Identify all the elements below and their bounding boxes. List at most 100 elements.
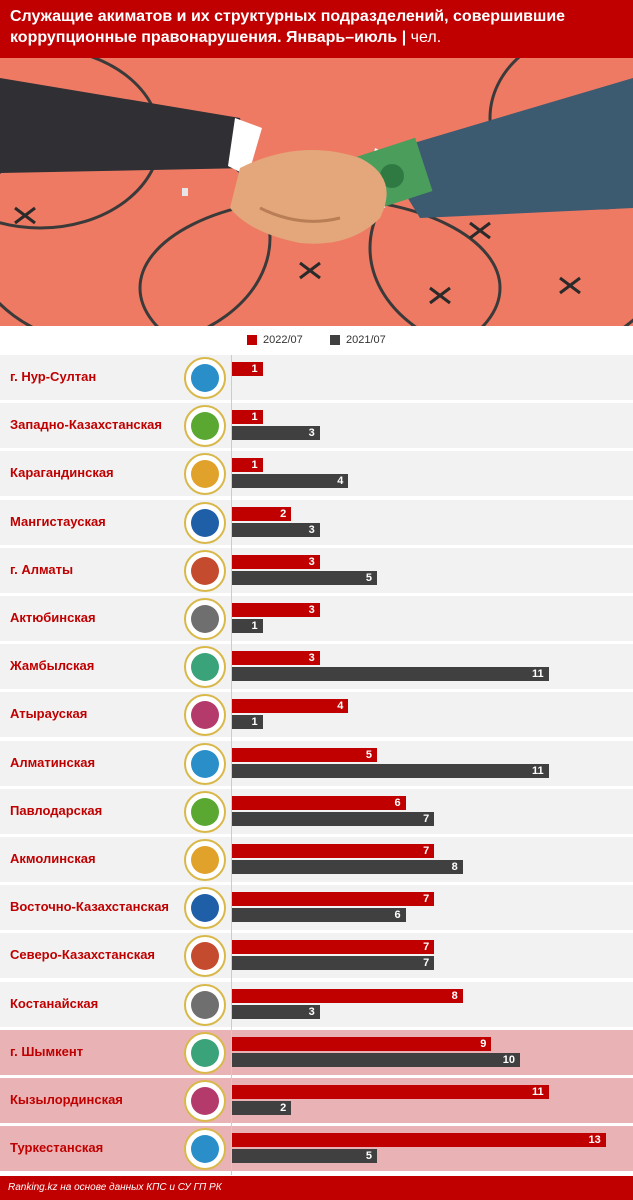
emblem-center <box>191 894 219 922</box>
chart-row: Кызылординская 11 2 <box>0 1078 633 1123</box>
category-label: Жамбылская <box>10 658 95 673</box>
emblem-center <box>191 1087 219 1115</box>
region-emblem-icon <box>184 887 226 929</box>
region-emblem-icon <box>184 1080 226 1122</box>
emblem-center <box>191 557 219 585</box>
bar-2022: 5 <box>232 748 377 762</box>
bar-value-label: 2 <box>280 508 287 520</box>
bar-2022: 2 <box>232 507 292 521</box>
region-emblem-icon <box>184 646 226 688</box>
bar-2021: 11 <box>232 667 549 681</box>
bar-value-label: 7 <box>423 813 430 825</box>
chart-row: Северо-Казахстанская 7 7 <box>0 933 633 978</box>
bar-value-label: 5 <box>365 572 372 584</box>
bar-2022: 6 <box>232 796 406 810</box>
bar-2021: 1 <box>232 715 263 729</box>
bar-value-label: 3 <box>308 524 315 536</box>
bar-2021: 8 <box>232 860 463 874</box>
hero-illustration <box>0 58 633 326</box>
chart-row: г. Алматы 3 5 <box>0 548 633 593</box>
bar-2022: 1 <box>232 362 263 376</box>
region-emblem-icon <box>184 1032 226 1074</box>
category-label: Западно-Казахстанская <box>10 417 162 432</box>
legend-item-2021: 2021/07 <box>330 334 386 346</box>
category-label: Атырауская <box>10 706 88 721</box>
chart-row: Атырауская 4 1 <box>0 692 633 737</box>
region-emblem-icon <box>184 550 226 592</box>
bar-value-label: 5 <box>365 1150 372 1162</box>
category-label: Костанайская <box>10 996 99 1011</box>
bar-value-label: 8 <box>451 990 458 1002</box>
emblem-center <box>191 798 219 826</box>
bar-value-label: 13 <box>588 1134 601 1146</box>
bar-value-label: 11 <box>531 1086 544 1098</box>
bar-2021: 4 <box>232 474 349 488</box>
bar-2021: 11 <box>232 764 549 778</box>
emblem-center <box>191 364 219 392</box>
emblem-center <box>191 942 219 970</box>
bar-2021: 7 <box>232 956 435 970</box>
bar-value-label: 7 <box>423 845 430 857</box>
bar-value-label: 4 <box>337 700 344 712</box>
chart-row: Актюбинская 3 1 <box>0 596 633 641</box>
bar-2021: 10 <box>232 1053 520 1067</box>
bar-value-label: 3 <box>308 604 315 616</box>
region-emblem-icon <box>184 453 226 495</box>
category-label: Карагандинская <box>10 465 114 480</box>
bar-2022: 11 <box>232 1085 549 1099</box>
chart-row: Мангистауская 2 3 <box>0 500 633 545</box>
region-emblem-icon <box>184 839 226 881</box>
chart-row: Западно-Казахстанская 1 3 <box>0 403 633 448</box>
category-label: Мангистауская <box>10 514 106 529</box>
emblem-center <box>191 750 219 778</box>
category-label: Кызылординская <box>10 1092 123 1107</box>
bar-axis-line <box>231 355 232 1175</box>
emblem-center <box>191 1135 219 1163</box>
title-separator: | <box>401 29 407 46</box>
chart-row: г. Нур-Султан 1 <box>0 355 633 400</box>
bar-2022: 8 <box>232 989 463 1003</box>
bar-value-label: 1 <box>251 459 258 471</box>
emblem-center <box>191 846 219 874</box>
bar-2021: 5 <box>232 1149 377 1163</box>
legend-label-2022: 2022/07 <box>263 334 303 346</box>
region-emblem-icon <box>184 984 226 1026</box>
bar-value-label: 2 <box>280 1102 287 1114</box>
bar-value-label: 3 <box>308 1006 315 1018</box>
category-label: Акмолинская <box>10 851 96 866</box>
category-label: г. Шымкент <box>10 1044 84 1059</box>
footer-bar: Ranking.kz на основе данных КПС и СУ ГП … <box>0 1176 633 1200</box>
bar-2021: 7 <box>232 812 435 826</box>
region-emblem-icon <box>184 502 226 544</box>
category-label: Павлодарская <box>10 803 103 818</box>
bar-value-label: 7 <box>423 957 430 969</box>
bar-value-label: 1 <box>251 620 258 632</box>
emblem-center <box>191 1039 219 1067</box>
bar-value-label: 3 <box>308 556 315 568</box>
region-emblem-icon <box>184 1128 226 1170</box>
chart-row: Павлодарская 6 7 <box>0 789 633 834</box>
emblem-center <box>191 509 219 537</box>
chart-title: Служащие акиматов и их структурных подра… <box>10 6 625 48</box>
chart-row: Туркестанская 13 5 <box>0 1126 633 1171</box>
bar-2022: 7 <box>232 940 435 954</box>
legend-label-2021: 2021/07 <box>346 334 386 346</box>
bar-value-label: 4 <box>337 475 344 487</box>
title-text: Служащие акиматов и их структурных подра… <box>10 8 566 46</box>
emblem-center <box>191 460 219 488</box>
legend-item-2022: 2022/07 <box>247 334 303 346</box>
bar-2022: 1 <box>232 458 263 472</box>
bar-2021: 5 <box>232 571 377 585</box>
bar-2022: 7 <box>232 844 435 858</box>
bar-value-label: 11 <box>531 668 544 680</box>
chart-row: Восточно-Казахстанская 7 6 <box>0 885 633 930</box>
category-label: Туркестанская <box>10 1140 104 1155</box>
category-label: г. Алматы <box>10 562 74 577</box>
bar-2022: 7 <box>232 892 435 906</box>
chart-row: Карагандинская 1 4 <box>0 451 633 496</box>
chart-row: Жамбылская 3 11 <box>0 644 633 689</box>
bar-value-label: 8 <box>451 861 458 873</box>
bar-2021: 6 <box>232 908 406 922</box>
region-emblem-icon <box>184 743 226 785</box>
bar-value-label: 5 <box>365 749 372 761</box>
